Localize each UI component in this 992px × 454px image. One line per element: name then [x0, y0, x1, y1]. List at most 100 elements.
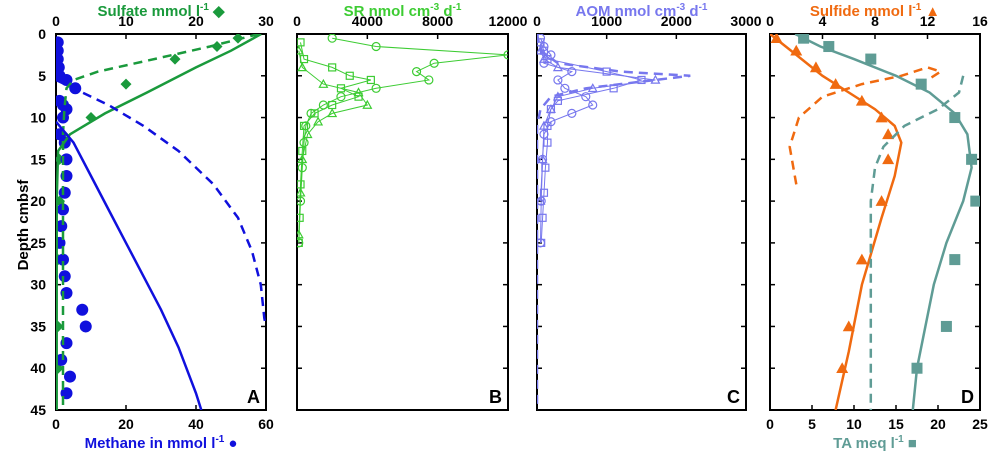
- y-tick-label: 30: [30, 277, 46, 293]
- bottom-tick-label: 25: [972, 416, 988, 432]
- data-point: [537, 195, 546, 205]
- top-tick-label: 0: [52, 13, 60, 29]
- data-point: [915, 78, 927, 90]
- panel-label: B: [489, 387, 502, 407]
- model-curve: [770, 34, 903, 410]
- model-curve: [869, 75, 965, 410]
- top-tick-label: 0: [533, 13, 541, 29]
- data-point: [56, 353, 68, 366]
- data-point: [538, 53, 549, 63]
- data-point: [588, 100, 598, 110]
- data-point: [552, 62, 563, 72]
- data-point: [58, 186, 71, 199]
- series-line: [540, 50, 656, 202]
- data-point: [336, 84, 346, 93]
- top-axis-title: Sulfide mmol l-1 ▲: [810, 2, 940, 20]
- top-tick-label: 8000: [422, 13, 453, 29]
- top-tick-label: 0: [766, 13, 774, 29]
- data-point: [865, 53, 877, 65]
- panel-label: C: [727, 387, 740, 407]
- data-point: [538, 120, 549, 130]
- top-tick-label: 4000: [352, 13, 383, 29]
- bottom-tick-label: 0: [52, 416, 60, 432]
- data-point: [297, 187, 306, 197]
- panel-label: D: [961, 387, 974, 407]
- data-point: [362, 99, 373, 109]
- top-tick-label: 20: [188, 13, 204, 29]
- data-point: [567, 108, 577, 118]
- bottom-axis-title: Methane in mmol l-1 ●: [85, 434, 238, 452]
- data-point: [58, 270, 71, 283]
- data-point: [650, 74, 661, 84]
- data-point: [429, 58, 439, 68]
- data-point: [56, 220, 68, 233]
- data-point: [310, 109, 319, 118]
- data-point: [424, 75, 434, 85]
- y-tick-label: 15: [30, 151, 46, 167]
- data-point: [327, 108, 338, 118]
- bottom-tick-label: 5: [808, 416, 816, 432]
- bottom-tick-label: 20: [930, 416, 946, 432]
- panel-a: 0 10 20 30 Sulfate mmol l-1 ◆ 0 20 40 60 Methane i…: [52, 2, 274, 452]
- data-point: [855, 253, 868, 265]
- data-point: [79, 320, 92, 333]
- data-point: [313, 116, 324, 126]
- bottom-tick-label: 40: [188, 416, 204, 432]
- data-point: [299, 138, 309, 148]
- panel-label: A: [247, 387, 260, 407]
- data-point: [299, 121, 309, 131]
- panel-frame: [769, 33, 981, 411]
- data-point: [297, 154, 308, 164]
- bottom-tick-label: 15: [888, 416, 904, 432]
- data-point: [503, 50, 508, 60]
- top-axis-title: SR nmol cm-3 d-1: [344, 2, 462, 20]
- model-curve: [56, 78, 266, 327]
- top-tick-label: 10: [118, 13, 134, 29]
- data-point: [882, 153, 895, 165]
- data-point: [57, 253, 69, 266]
- top-tick-label: 12000: [489, 13, 528, 29]
- data-point: [875, 195, 888, 206]
- top-tick-label: 4: [819, 13, 827, 29]
- panel-d: 0 4 8 12 16 Sulfide mmol l-1 ▲ 0 5 10 15 20 25 TA meq…: [766, 2, 988, 452]
- series-line: [298, 50, 369, 235]
- data-point: [366, 75, 375, 85]
- y-tick-label: 45: [30, 402, 46, 418]
- data-point: [537, 34, 546, 43]
- data-point: [297, 229, 304, 239]
- bottom-tick-label: 60: [258, 416, 274, 432]
- data-point: [371, 83, 381, 93]
- y-tick-label: 40: [30, 360, 46, 376]
- top-tick-label: 8: [871, 13, 879, 29]
- data-point: [940, 320, 952, 332]
- data-point: [302, 129, 313, 139]
- y-tick-label: 5: [38, 68, 46, 84]
- data-point: [411, 66, 422, 77]
- data-point: [318, 78, 329, 88]
- data-point: [297, 238, 303, 247]
- top-tick-label: 12: [920, 13, 936, 29]
- top-axis-title: AOM nmol cm-3 d-1: [576, 2, 708, 20]
- data-point: [538, 213, 547, 222]
- model-curve: [794, 34, 973, 410]
- data-point: [553, 75, 563, 85]
- top-tick-label: 1000: [591, 13, 622, 29]
- y-tick-label: 0: [38, 26, 46, 42]
- data-point: [567, 66, 577, 77]
- series-line: [298, 37, 508, 243]
- data-point: [120, 78, 132, 90]
- model-curve: [61, 34, 260, 410]
- data-point: [328, 63, 337, 72]
- data-point: [581, 92, 591, 102]
- data-point: [545, 103, 556, 114]
- y-tick-label: 20: [30, 193, 46, 209]
- top-tick-label: 30: [258, 13, 274, 29]
- y-tick-label: 35: [30, 318, 46, 334]
- bottom-axis-title: TA meq l-1 ■: [833, 434, 917, 452]
- data-point: [537, 238, 546, 247]
- data-point: [297, 45, 304, 55]
- series-line: [298, 42, 372, 243]
- model-curve: [56, 34, 262, 410]
- top-tick-label: 2000: [661, 13, 692, 29]
